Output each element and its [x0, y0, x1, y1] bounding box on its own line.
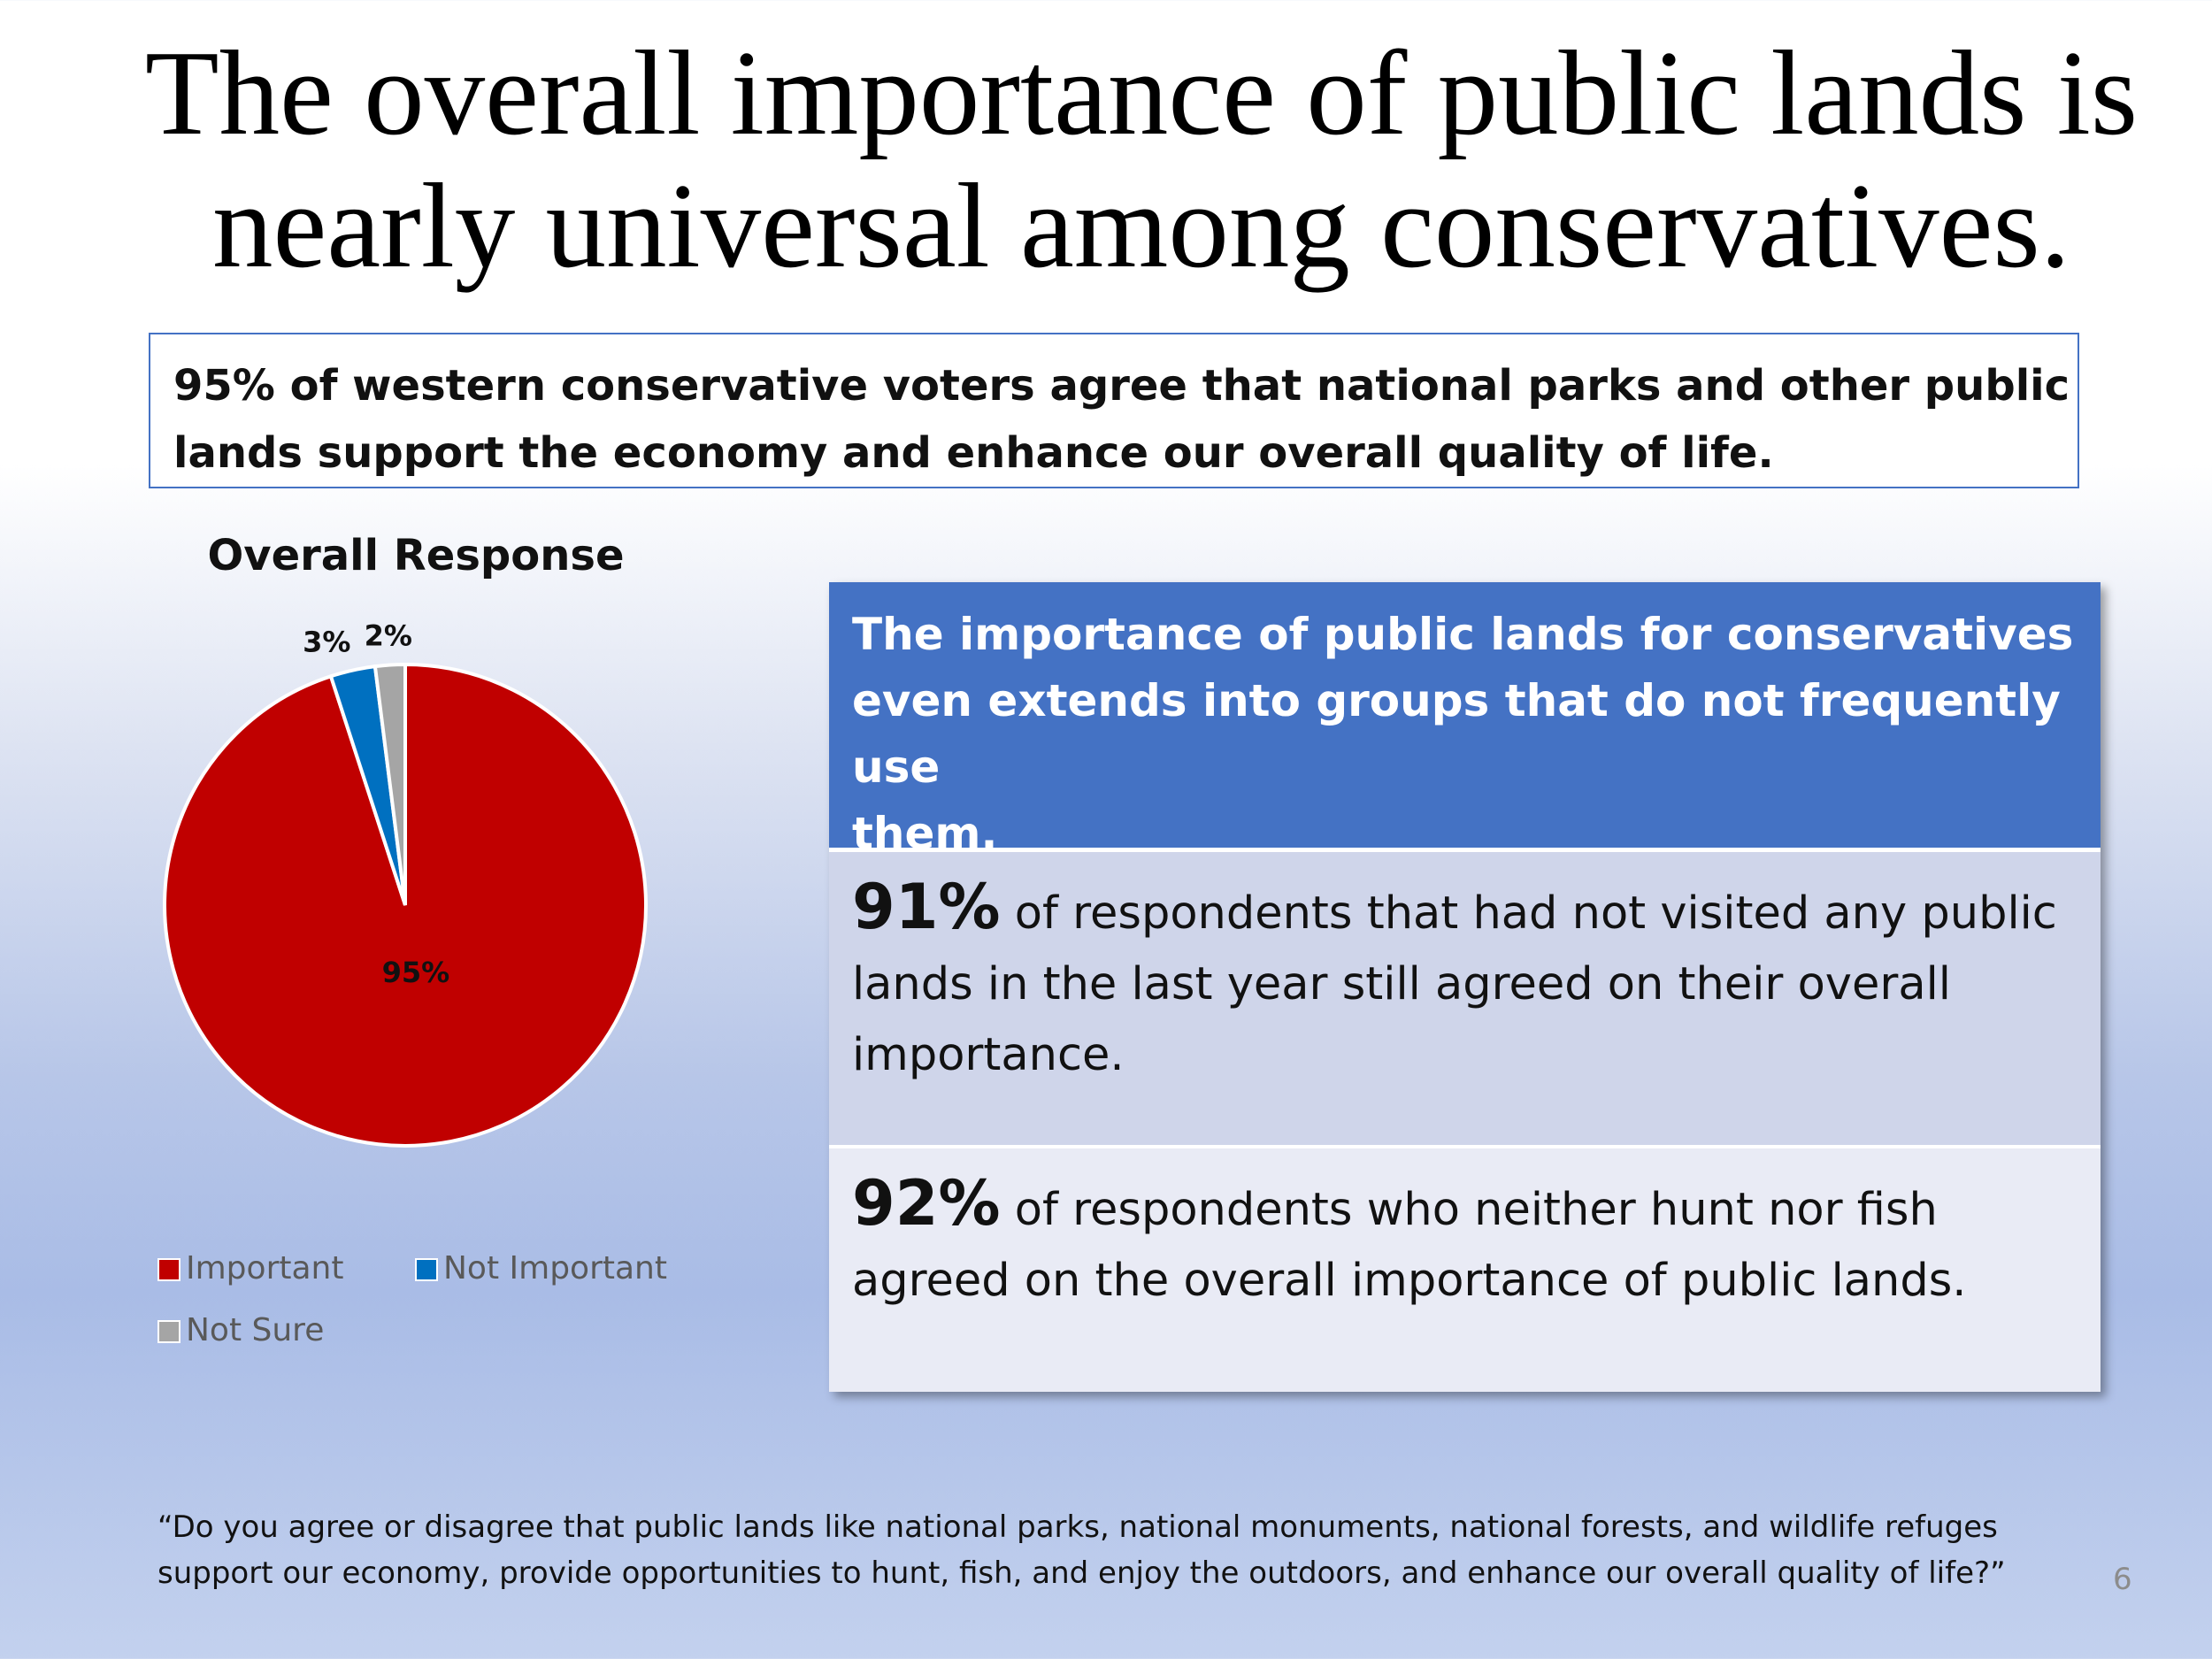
slide-title: The overall importance of public lands i… — [35, 27, 2212, 292]
legend-label-important: Important — [186, 1250, 344, 1286]
stat-text: of respondents that had not visited any … — [1014, 887, 2057, 940]
pie-data-label: 95% — [382, 956, 450, 989]
pie-data-label: 3% — [303, 625, 350, 658]
pie-slice-not-sure — [373, 662, 407, 906]
stat-text: importance. — [852, 1029, 1125, 1081]
legend-item-not-sure: Not Sure — [157, 1312, 324, 1348]
stat-text: of respondents who neither hunt nor fish — [1014, 1184, 1938, 1236]
stat-value: 92% — [852, 1167, 1001, 1240]
survey-question: “Do you agree or disagree that public la… — [157, 1504, 2006, 1596]
panel-heading-line: even extends into groups that do not fre… — [852, 675, 2061, 793]
page-number: 6 — [2113, 1562, 2132, 1597]
summary-box: 95% of western conservative voters agree… — [149, 333, 2079, 488]
chart-title: Overall Response — [207, 531, 625, 580]
legend-swatch-not-sure — [157, 1320, 180, 1343]
panel-heading: The importance of public lands for conse… — [829, 582, 2101, 859]
stat-row-not-visited: 91% of respondents that had not visited … — [829, 852, 2101, 1145]
survey-question-line: “Do you agree or disagree that public la… — [157, 1509, 1998, 1545]
summary-line: lands support the economy and enhance ou… — [173, 428, 1774, 478]
survey-question-line: support our economy, provide opportuniti… — [157, 1555, 2006, 1591]
legend-item-not-important: Not Important — [415, 1250, 667, 1286]
stat-line: 91% of respondents that had not visited … — [852, 872, 2078, 949]
stat-value: 91% — [852, 871, 1001, 943]
panel-heading-line: The importance of public lands for conse… — [852, 609, 2074, 660]
slide-title-line: nearly universal among conservatives. — [212, 158, 2070, 293]
stat-line: 92% of respondents who neither hunt nor … — [852, 1168, 2078, 1246]
panel-heading-line: them. — [852, 808, 998, 859]
legend-item-important: Important — [157, 1250, 343, 1286]
stat-text: agreed on the overall importance of publ… — [852, 1255, 1967, 1307]
findings-panel: The importance of public lands for conse… — [829, 582, 2101, 1392]
legend-swatch-important — [157, 1258, 180, 1281]
summary-line: 95% of western conservative voters agree… — [173, 361, 2070, 411]
slide-title-line: The overall importance of public lands i… — [144, 26, 2139, 160]
stat-row-no-hunt-fish: 92% of respondents who neither hunt nor … — [829, 1148, 2101, 1392]
pie-data-label: 2% — [365, 619, 412, 653]
legend-swatch-not-important — [415, 1258, 438, 1281]
legend-label-not-important: Not Important — [443, 1250, 667, 1286]
legend-label-not-sure: Not Sure — [186, 1312, 325, 1348]
stat-text: lands in the last year still agreed on t… — [852, 958, 1951, 1010]
